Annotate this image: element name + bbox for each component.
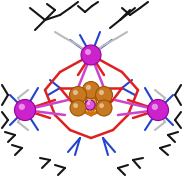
Circle shape xyxy=(19,104,25,110)
Circle shape xyxy=(70,86,87,104)
Circle shape xyxy=(14,99,36,121)
Circle shape xyxy=(88,99,91,102)
Circle shape xyxy=(96,86,113,104)
Circle shape xyxy=(83,82,100,99)
Circle shape xyxy=(73,103,78,108)
Circle shape xyxy=(152,104,158,110)
Circle shape xyxy=(99,90,104,95)
Circle shape xyxy=(86,85,91,90)
Circle shape xyxy=(96,100,112,116)
Circle shape xyxy=(85,100,95,110)
Circle shape xyxy=(99,103,104,108)
Circle shape xyxy=(81,45,101,65)
Circle shape xyxy=(73,90,78,95)
Circle shape xyxy=(70,100,86,116)
Circle shape xyxy=(87,102,90,105)
Circle shape xyxy=(85,96,96,108)
Circle shape xyxy=(147,99,169,121)
Circle shape xyxy=(85,49,91,55)
